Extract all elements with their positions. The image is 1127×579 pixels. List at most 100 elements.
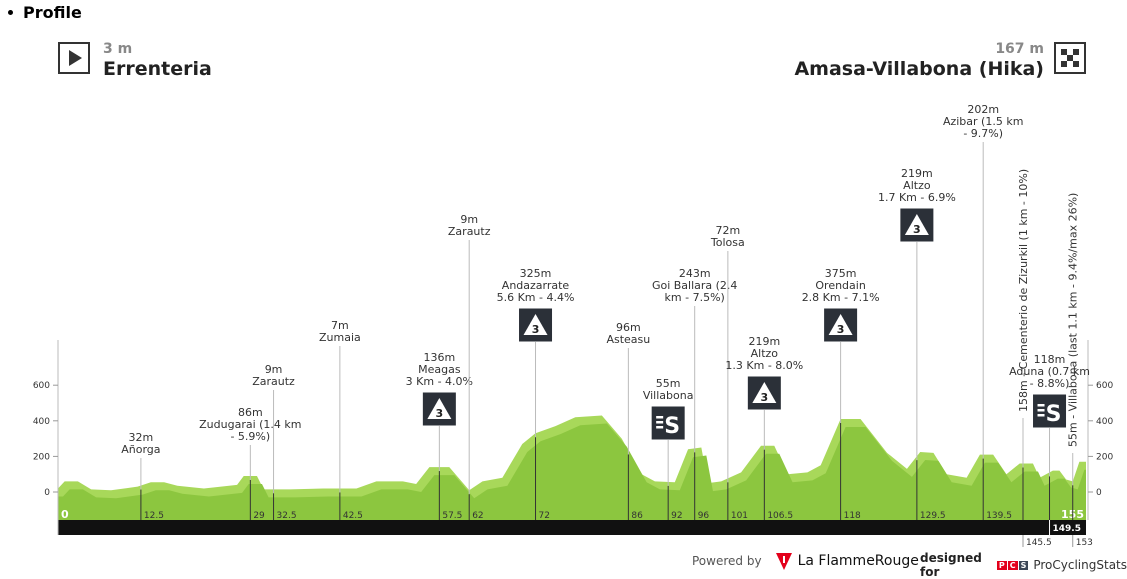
marker-label: Asteasu: [606, 333, 650, 346]
marker-label: 136m: [423, 351, 455, 364]
marker-label: 96m: [616, 321, 641, 334]
section-heading: Profile: [6, 3, 82, 22]
km-label: 29: [253, 511, 265, 521]
sprint-glyph: S: [664, 414, 680, 439]
marker-label-vertical: 158m - Cementerio de Zizurkil (1 km - 10…: [1017, 169, 1030, 412]
marker-label: 72m: [715, 224, 740, 237]
climb-category: 3: [913, 223, 921, 236]
marker-label: km - 7.5%): [665, 291, 725, 304]
km-label: 96: [698, 511, 710, 521]
km-label: 62: [472, 511, 483, 521]
marker-label: Andazarrate: [502, 279, 570, 292]
marker-label: 86m: [238, 406, 263, 419]
finish-town: Amasa-Villabona (Hika): [794, 58, 1044, 80]
bullet: [8, 10, 13, 15]
marker-label: Zarautz: [252, 375, 295, 388]
climb-category: 3: [436, 407, 444, 420]
marker-label: 219m: [748, 335, 780, 348]
km-label: 12.5: [144, 511, 164, 521]
marker-label: Zumaia: [319, 331, 361, 344]
triangle-glyph: [904, 214, 929, 235]
marker-label: Azibar (1.5 km: [943, 115, 1023, 128]
marker-label: Aduna (0.7 km: [1009, 365, 1090, 378]
marker-label: 375m: [825, 267, 857, 280]
km-label: 32.5: [277, 511, 297, 521]
marker-label: Altzo: [903, 179, 931, 192]
marker-label: Tolosa: [710, 236, 745, 249]
marker-label: 202m: [967, 103, 999, 116]
y-tick-label: 200: [1096, 452, 1113, 462]
y-tick-label: 200: [33, 452, 50, 462]
marker-label: 118m: [1034, 353, 1066, 366]
heading-text: Profile: [23, 3, 82, 22]
speed-line: [1037, 409, 1045, 412]
km-label: 57.5: [442, 511, 462, 521]
marker-label: Meagas: [418, 363, 461, 376]
triangle-glyph: [752, 382, 777, 403]
speed-line: [656, 426, 664, 429]
km-label: 92: [671, 511, 682, 521]
pcs-letter: P: [996, 560, 1007, 570]
km-label: 139.5: [986, 511, 1012, 521]
marker-label: - 5.9%): [230, 430, 270, 443]
y-tick-label: 400: [1096, 417, 1113, 427]
designed-for: designed for P C S ProCyclingStats: [920, 551, 1127, 579]
y-tick-label: 600: [1096, 381, 1113, 391]
start-town: Errenteria: [103, 58, 212, 80]
flamme-rouge-brand: La FlammeRouge: [797, 553, 919, 569]
sprint-icon: [1032, 393, 1068, 429]
flamme-rouge-logo: [775, 553, 792, 570]
km-label: 118: [844, 511, 861, 521]
km-label: 42.5: [343, 511, 363, 521]
marker-label: 9m: [460, 213, 478, 226]
pcs-logo: P C S: [996, 560, 1029, 570]
climb-category: 3: [761, 391, 769, 404]
marker-label: Villabona: [643, 389, 694, 402]
marker-label: 9m: [265, 363, 283, 376]
marker-label: - 9.7%): [963, 127, 1003, 140]
pcs-letter: C: [1007, 560, 1018, 570]
marker-label: Añorga: [121, 443, 160, 456]
km-label: 86: [631, 511, 643, 521]
marker-label: 55m: [656, 377, 681, 390]
marker-label: 32m: [129, 431, 154, 444]
powered-by-text: Powered by: [692, 554, 762, 568]
triangle-glyph: [523, 314, 548, 335]
marker-label: 7m: [331, 319, 349, 332]
marker-label: 325m: [520, 267, 552, 280]
speed-line: [656, 421, 664, 424]
marker-label: Altzo: [751, 347, 779, 360]
distance-bar: [58, 520, 1086, 535]
y-tick-label: 0: [44, 488, 50, 498]
checkered-flag-icon: [1054, 42, 1086, 74]
marker-label: - 8.8%): [1030, 377, 1070, 390]
km-label: 153: [1076, 538, 1093, 548]
designed-for-text: designed for: [920, 551, 982, 579]
marker-label: Zarautz: [448, 225, 491, 238]
km-label: 145.5: [1026, 538, 1052, 548]
km-label: 101: [731, 511, 748, 521]
km-label: 106.5: [767, 511, 793, 521]
powered-by: Powered by La FlammeRouge: [692, 551, 919, 571]
marker-label: 219m: [901, 167, 933, 180]
speed-line: [1037, 414, 1045, 417]
finish-altitude: 167 m: [995, 41, 1044, 57]
marker-label: 1.7 Km - 6.9%: [878, 191, 956, 204]
pcs-letter: S: [1018, 560, 1029, 570]
marker-label-vertical: 55m - Villabona (last 1.1 km - 9.4%/max …: [1067, 193, 1080, 447]
pcs-name: ProCyclingStats: [1033, 558, 1127, 572]
speed-line: [656, 416, 664, 419]
profile-marker: 158m - Cementerio de Zizurkil (1 km - 10…: [1017, 169, 1052, 548]
